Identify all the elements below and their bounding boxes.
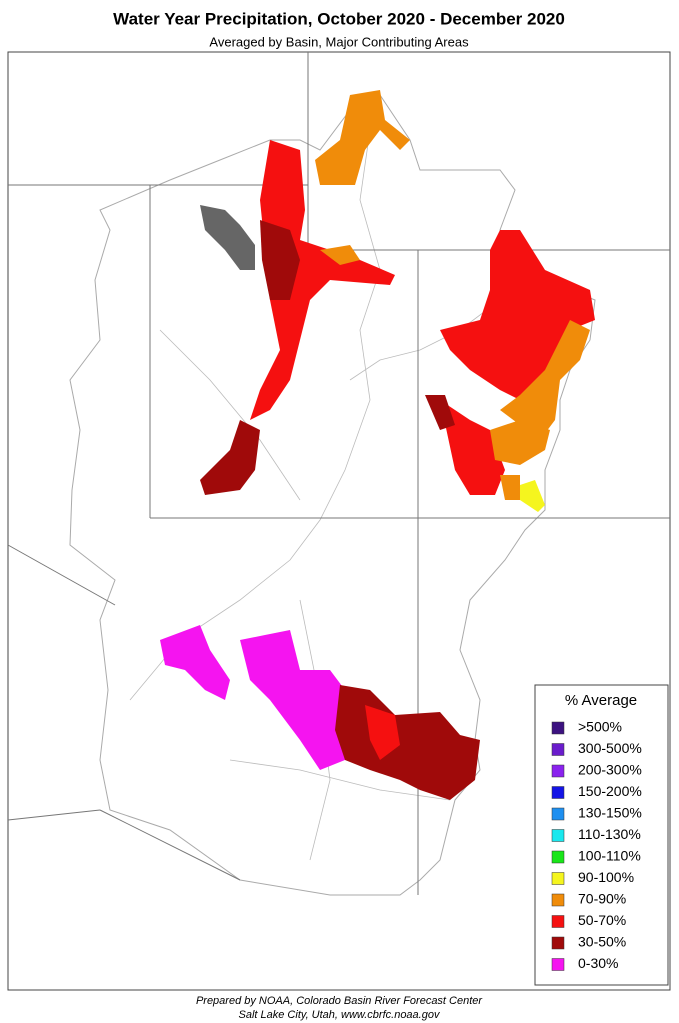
legend-swatch — [551, 872, 565, 885]
basin-region — [200, 420, 260, 495]
basin-region — [315, 90, 410, 185]
legend-swatch — [551, 807, 565, 821]
legend-label: 110-130% — [578, 826, 641, 842]
river — [129, 129, 381, 701]
legend-swatch — [551, 936, 565, 950]
basin-region — [160, 625, 230, 700]
basin-region — [250, 140, 395, 420]
legend-swatch — [551, 786, 565, 799]
basin-region — [240, 630, 345, 770]
legend-label: 0-30% — [578, 955, 618, 971]
legend-title: % Average — [565, 692, 637, 709]
legend-swatch — [551, 915, 565, 928]
legend-label: 150-200% — [578, 783, 642, 799]
legend-swatch — [551, 764, 565, 778]
legend-items: >500% 300-500% 200-300% 150-200% 130-150% 110… — [551, 719, 642, 971]
basin-region — [425, 395, 455, 430]
basin-region — [500, 475, 520, 500]
legend-label: 90-100% — [578, 869, 634, 885]
basin-region — [365, 705, 400, 760]
river — [159, 329, 301, 501]
legend-label: 100-110% — [578, 848, 641, 864]
legend-swatch — [551, 958, 565, 971]
footer-line: Prepared by NOAA, Colorado Basin River F… — [196, 995, 483, 1007]
basin-region — [260, 220, 300, 300]
river — [349, 299, 501, 381]
basin-region — [520, 480, 545, 512]
legend-label: 130-150% — [578, 805, 642, 821]
legend-swatch — [551, 743, 565, 756]
legend-label: 70-90% — [578, 891, 626, 907]
basin-region — [490, 420, 550, 465]
legend-swatch — [551, 893, 565, 907]
state-boundaries — [7, 52, 670, 895]
legend-label: 200-300% — [578, 762, 642, 778]
legend-swatch — [551, 829, 565, 842]
basin-region — [440, 400, 505, 495]
river — [229, 759, 451, 801]
basin-region-nodata — [200, 205, 255, 270]
map-title: Water Year Precipitation, October 2020 -… — [113, 9, 565, 28]
basin-region — [500, 320, 590, 440]
basin-region — [320, 245, 360, 265]
legend-label: 30-50% — [578, 934, 626, 950]
legend-swatch — [551, 850, 565, 864]
map-subtitle: Averaged by Basin, Major Contributing Ar… — [209, 34, 469, 49]
legend-label: 50-70% — [578, 912, 626, 928]
footer-line: Salt Lake City, Utah, www.cbrfc.noaa.gov — [239, 1009, 441, 1021]
legend-label: >500% — [578, 719, 622, 735]
legend-swatch — [551, 721, 565, 735]
legend-label: 300-500% — [578, 740, 642, 756]
